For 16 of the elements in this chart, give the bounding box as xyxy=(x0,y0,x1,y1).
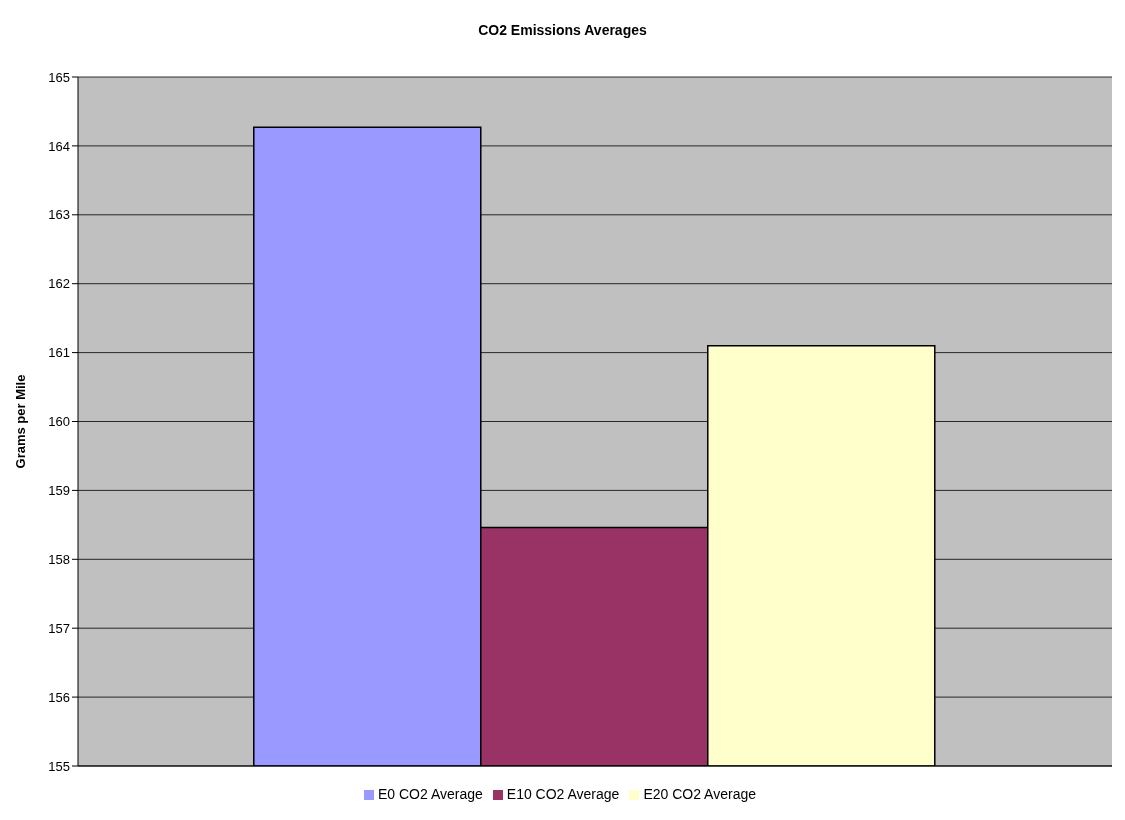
chart-title: CO2 Emissions Averages xyxy=(477,21,648,40)
legend-label: E10 CO2 Average xyxy=(506,786,620,802)
y-axis-title: Grams per Mile xyxy=(12,374,28,469)
legend-label: E0 CO2 Average xyxy=(377,786,483,802)
y-tick-label: 155 xyxy=(48,758,70,774)
y-tick-label: 156 xyxy=(48,689,70,705)
y-tick-label: 165 xyxy=(48,69,70,85)
y-tick-label: 164 xyxy=(48,138,70,154)
y-tick-label: 163 xyxy=(48,207,70,223)
y-tick-label: 157 xyxy=(48,620,70,636)
y-tick-label: 159 xyxy=(48,483,70,499)
legend-label: E20 CO2 Average xyxy=(643,786,757,802)
y-tick-label: 160 xyxy=(48,414,70,430)
y-tick-label: 161 xyxy=(48,345,70,361)
y-tick-label: 162 xyxy=(48,276,70,292)
y-tick-label: 158 xyxy=(48,551,70,567)
